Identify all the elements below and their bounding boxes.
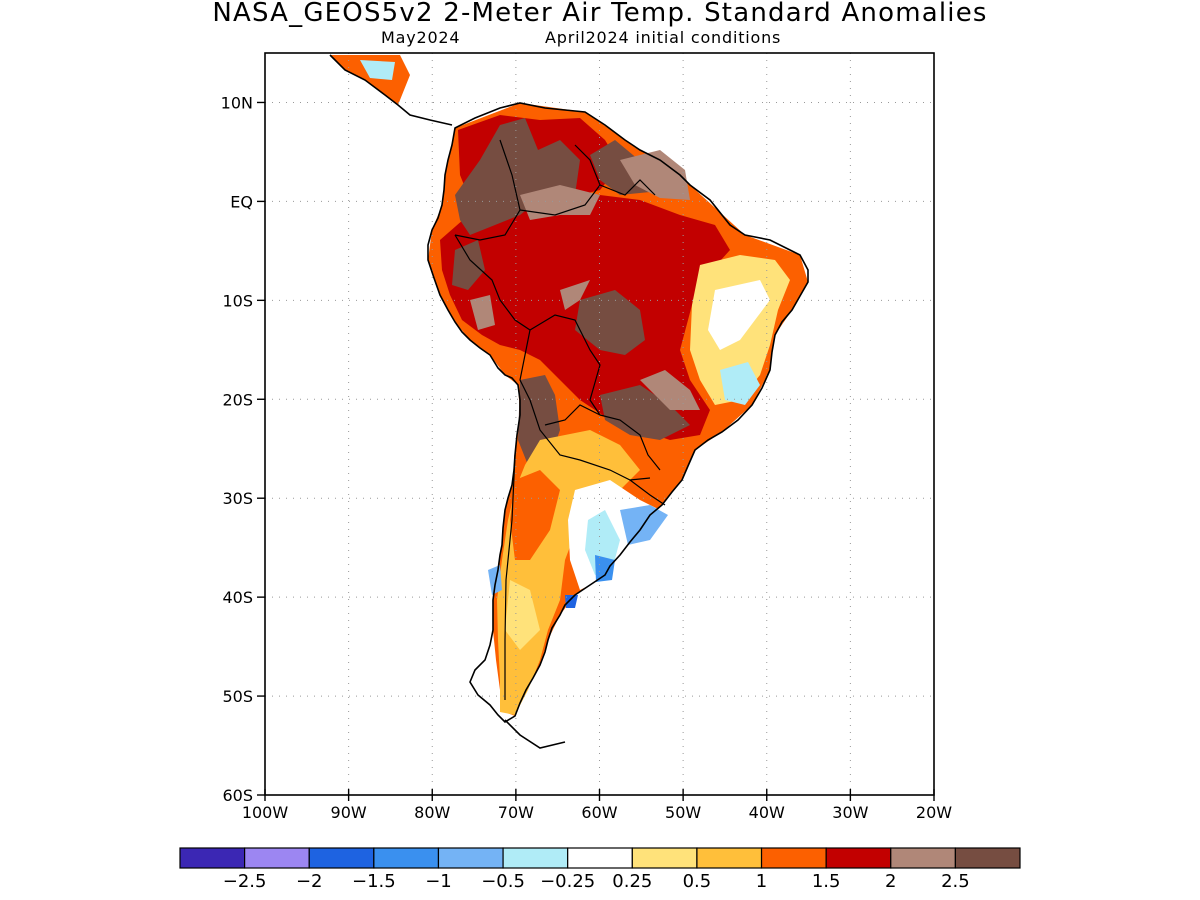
initial-conditions-label: April2024 initial conditions (545, 28, 782, 47)
colorbar-label: −1.5 (352, 871, 396, 892)
country-borders (454, 139, 666, 700)
lat-tick-label: 20S (222, 390, 253, 409)
lat-tick-label: 10S (222, 291, 253, 310)
colorbar-label: 0.25 (612, 871, 652, 892)
latitude-axis: 10N EQ 10S 20S 30S 40S 50S 60S (221, 93, 265, 805)
colorbar-swatch (760, 847, 827, 869)
lat-tick-label: EQ (230, 192, 253, 211)
colorbar-swatch (373, 847, 440, 869)
colorbar: −2.5 −2 −1.5 −1 −0.5 −0.25 0.25 0.5 1 1.5 2 2.5 (179, 847, 1021, 892)
lon-tick-label: 30W (832, 803, 868, 822)
gridlines (265, 53, 934, 795)
coastlines (329, 54, 809, 749)
lat-tick-label: 50S (222, 687, 253, 706)
lat-tick-label: 10N (221, 93, 253, 112)
longitude-axis: 100W 90W 80W 70W 60W 50W 40W 30W 20W (242, 789, 952, 822)
lon-tick-label: 70W (498, 803, 534, 822)
chart-title: NASA_GEOS5v2 2-Meter Air Temp. Standard … (212, 0, 988, 28)
colorbar-label: 1.5 (812, 871, 841, 892)
lat-tick-label: 60S (222, 786, 253, 805)
lat-tick-label: 30S (222, 489, 253, 508)
lon-tick-label: 20W (916, 803, 952, 822)
colorbar-swatch (502, 847, 569, 869)
lon-tick-label: 60W (581, 803, 617, 822)
colorbar-swatch (631, 847, 698, 869)
colorbar-swatch (825, 847, 892, 869)
anomaly-fill (330, 55, 808, 716)
colorbar-label: −1 (425, 871, 452, 892)
colorbar-swatch (954, 847, 1021, 869)
lon-tick-label: 50W (665, 803, 701, 822)
colorbar-swatch (308, 847, 375, 869)
lon-tick-label: 100W (242, 803, 289, 822)
colorbar-swatch (890, 847, 956, 869)
colorbar-swatch (696, 847, 763, 869)
lat-tick-label: 40S (222, 588, 253, 607)
colorbar-label: −0.5 (481, 871, 525, 892)
forecast-month: May2024 (381, 28, 461, 47)
lon-tick-label: 90W (331, 803, 367, 822)
colorbar-label: 0.5 (683, 871, 712, 892)
colorbar-label: 2.5 (941, 871, 970, 892)
colorbar-label: −2.5 (223, 871, 267, 892)
colorbar-label: 1 (756, 871, 767, 892)
lon-tick-label: 40W (749, 803, 785, 822)
brown-north-fill (455, 118, 580, 235)
colorbar-swatch (179, 847, 246, 869)
colorbar-label: 2 (885, 871, 896, 892)
colorbar-swatch (437, 847, 504, 869)
colorbar-label: −0.25 (540, 871, 595, 892)
lon-tick-label: 80W (414, 803, 450, 822)
colorbar-label: −2 (296, 871, 323, 892)
colorbar-swatch (244, 847, 310, 869)
colorbar-swatch (567, 847, 633, 869)
